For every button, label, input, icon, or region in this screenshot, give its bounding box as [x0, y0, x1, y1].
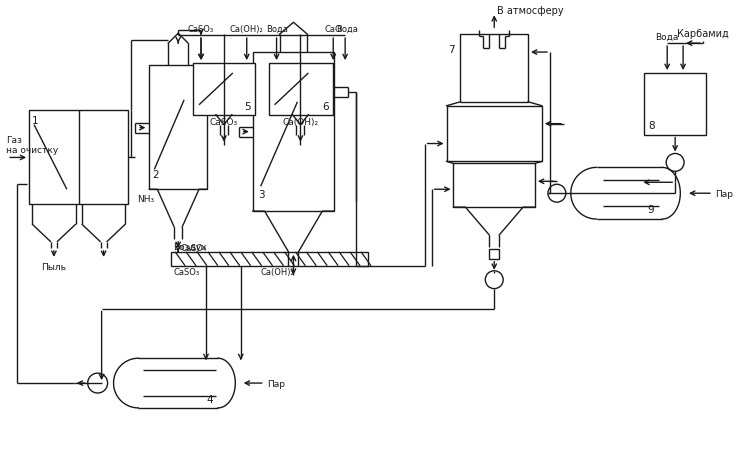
Bar	[460, 35, 528, 102]
Text: Ca(OH)₂: Ca(OH)₂	[282, 118, 319, 126]
Bar	[446, 106, 542, 162]
Bar	[29, 111, 129, 205]
Text: Воздух: Воздух	[173, 242, 207, 252]
Bar	[454, 164, 535, 207]
Text: Ca(OH)₂: Ca(OH)₂	[261, 267, 294, 276]
Text: Пар: Пар	[715, 189, 733, 198]
Text: Газ
на очистку: Газ на очистку	[6, 136, 58, 155]
Text: Вода: Вода	[265, 25, 287, 34]
Text: Пыль: Пыль	[41, 262, 67, 271]
Bar	[171, 252, 368, 266]
Text: В атмосферу: В атмосферу	[497, 6, 564, 16]
Text: 9: 9	[647, 205, 654, 215]
Text: Вода: Вода	[336, 25, 358, 34]
Bar	[644, 74, 706, 135]
Text: 8: 8	[648, 120, 655, 130]
Bar	[149, 66, 207, 190]
Text: CaSO₃: CaSO₃	[210, 118, 238, 126]
Bar	[253, 53, 334, 212]
Text: Ca(OH)₂: Ca(OH)₂	[230, 25, 264, 34]
Text: 2: 2	[152, 170, 159, 180]
Text: NH₃: NH₃	[137, 195, 154, 204]
Text: 4: 4	[206, 394, 213, 404]
Text: 3: 3	[258, 190, 265, 200]
Bar	[268, 64, 333, 116]
Text: CaSO₄: CaSO₄	[180, 243, 206, 252]
Text: 1: 1	[32, 116, 38, 125]
Text: CaSO₃: CaSO₃	[188, 25, 214, 34]
Text: Вода: Вода	[655, 33, 679, 42]
Text: 7: 7	[449, 45, 455, 55]
Text: Пар: Пар	[267, 379, 285, 388]
Text: Карбамид: Карбамид	[677, 29, 729, 39]
Text: 6: 6	[323, 101, 330, 112]
Text: CaSO₃: CaSO₃	[173, 267, 200, 276]
Bar	[193, 64, 255, 116]
Bar	[489, 249, 500, 259]
Text: 5: 5	[244, 101, 251, 112]
Text: CaO: CaO	[324, 25, 342, 34]
